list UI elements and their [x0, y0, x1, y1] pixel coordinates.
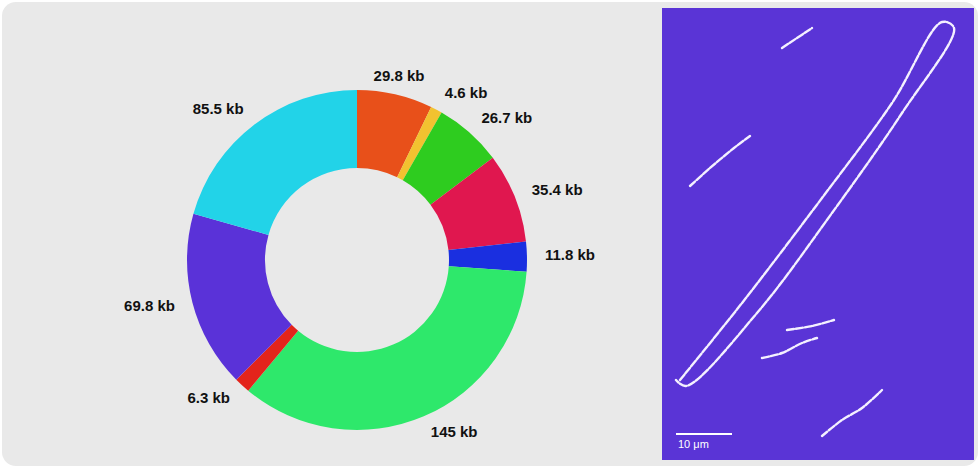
dna-strand: [822, 390, 882, 436]
data-label: 6.3 kb: [187, 389, 230, 406]
slice: [193, 90, 357, 235]
chart: 29.8 kb 4.6 kb 26.7 kb 35.4 kb 11.8 kb 145 kb…: [0, 0, 980, 468]
slice: [248, 266, 526, 430]
scale-bar-label: 10 μm: [678, 438, 709, 450]
dna-strand: [676, 22, 954, 386]
data-label: 145 kb: [431, 423, 478, 440]
dna-strand: [787, 320, 834, 330]
data-label: 35.4 kb: [532, 181, 583, 198]
slice: [430, 158, 525, 250]
data-label: 11.8 kb: [545, 246, 595, 263]
data-label: 85.5 kb: [193, 100, 244, 117]
data-label: 4.6 kb: [445, 84, 488, 101]
data-labels: 29.8 kb 4.6 kb 26.7 kb 35.4 kb 11.8 kb 145 kb…: [124, 67, 595, 440]
dna-strand: [762, 338, 817, 358]
scale-bar: [676, 433, 732, 435]
micrograph-background: [662, 8, 974, 460]
dna-strand: [690, 136, 750, 186]
micrograph: 10 μm: [662, 8, 974, 460]
background: [2, 2, 978, 466]
data-label: 26.7 kb: [481, 109, 532, 126]
data-label: 29.8 kb: [374, 67, 425, 84]
data-label: 69.8 kb: [124, 297, 175, 314]
dna-strand: [782, 28, 812, 48]
slice: [187, 214, 292, 380]
donut: [187, 90, 527, 430]
